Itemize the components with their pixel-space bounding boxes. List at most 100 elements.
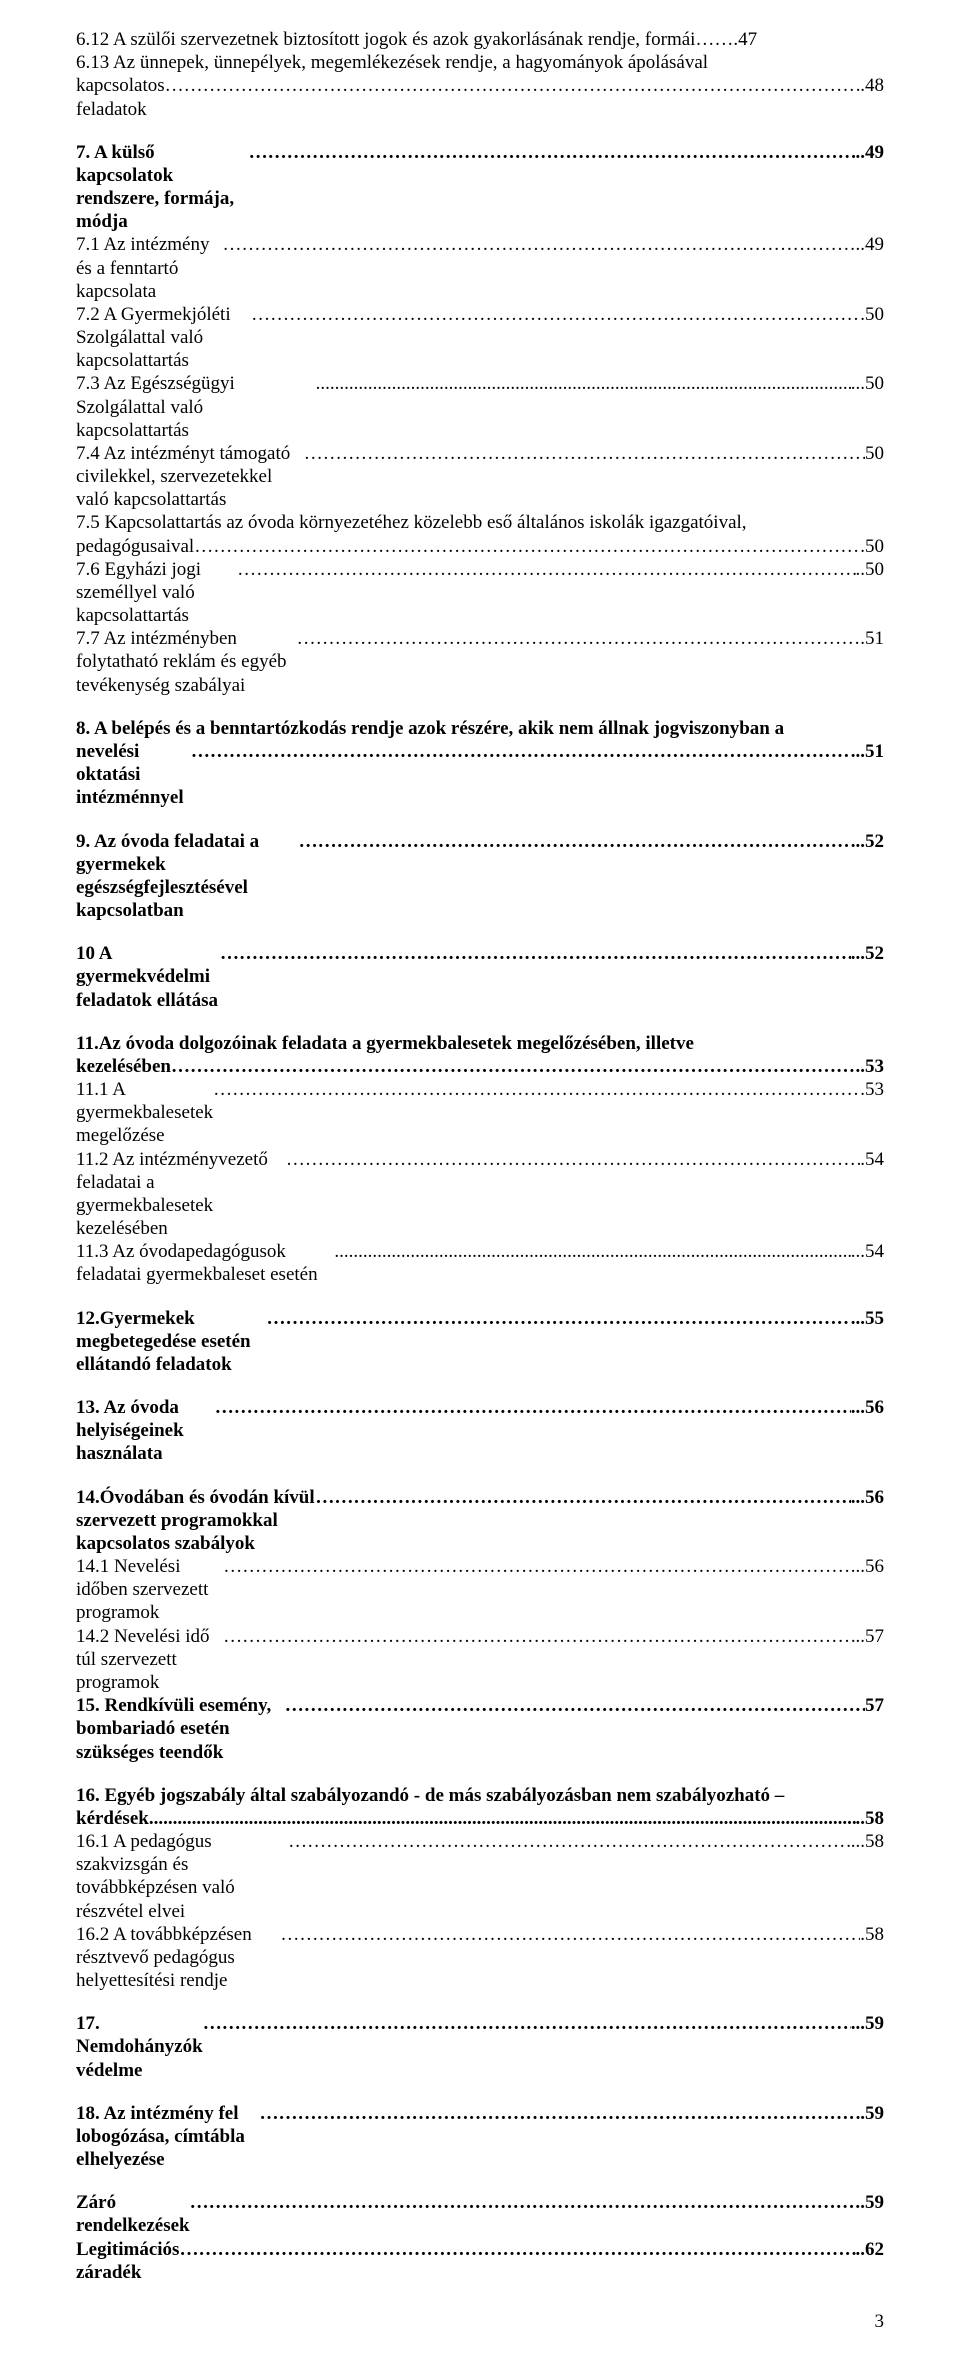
toc-label: 7.3 Az Egészségügyi Szolgálattal való ka… xyxy=(76,372,316,442)
toc-page: ...56 xyxy=(851,1396,884,1419)
toc-entry: 13. Az óvoda helyiségeinek használata...… xyxy=(76,1396,884,1466)
toc-page: ...51 xyxy=(851,740,884,763)
toc-page: 57 xyxy=(865,1694,884,1717)
toc-leader xyxy=(251,303,860,326)
toc-leader xyxy=(149,1807,856,1830)
toc-label: 10 A gyermekvédelmi feladatok ellátása xyxy=(76,942,220,1012)
toc-page: ..58 xyxy=(856,1807,885,1830)
toc-entry: 11.Az óvoda dolgozóinak feladata a gyerm… xyxy=(76,1032,884,1078)
toc-label: Záró rendelkezések xyxy=(76,2191,190,2237)
toc-label: 13. Az óvoda helyiségeinek használata xyxy=(76,1396,215,1466)
toc-label: 7.4 Az intézményt támogató civilekkel, s… xyxy=(76,442,304,512)
toc-leader xyxy=(237,558,855,581)
toc-label: 7.6 Egyházi jogi személlyel való kapcsol… xyxy=(76,558,237,628)
toc-label: 14.2 Nevelési idő túl szervezett program… xyxy=(76,1625,223,1695)
toc-continuation: 6.13 Az ünnepek, ünnepélyek, megemlékezé… xyxy=(76,51,884,74)
toc-label: 11.1 A gyermekbalesetek megelőzése xyxy=(76,1078,213,1148)
toc-page: ..49 xyxy=(856,233,885,256)
toc-leader xyxy=(280,1923,860,1946)
toc-label: 7.1 Az intézmény és a fenntartó kapcsola… xyxy=(76,233,223,303)
toc-page: ...58 xyxy=(851,1830,884,1853)
toc-entry: 7.6 Egyházi jogi személlyel való kapcsol… xyxy=(76,558,884,628)
toc-page: ...52 xyxy=(851,830,884,853)
toc-entry: 16.2 A továbbképzésen résztvevő pedagógu… xyxy=(76,1923,884,1993)
toc-leader xyxy=(215,1396,851,1419)
toc-label: 16.2 A továbbképzésen résztvevő pedagógu… xyxy=(76,1923,280,1993)
toc-page: ..53 xyxy=(856,1055,885,1078)
toc-label: 7. A külső kapcsolatok rendszere, formáj… xyxy=(76,141,249,234)
toc-leader xyxy=(304,442,865,465)
toc-page: ..49 xyxy=(856,141,885,164)
spacer xyxy=(76,697,884,717)
toc-label: 11.2 Az intézményvezető feladatai a gyer… xyxy=(76,1148,286,1241)
toc-page: ...55 xyxy=(851,1307,884,1330)
toc-page: .59 xyxy=(860,2102,884,2125)
toc-leader xyxy=(171,1055,856,1078)
toc-label: 6.13 Az ünnepek, ünnepélyek, megemlékezé… xyxy=(76,51,708,74)
toc-leader xyxy=(299,830,851,853)
toc-label: 6.12 A szülői szervezetnek biztosított j… xyxy=(76,28,884,51)
toc-page: ...52 xyxy=(851,942,884,965)
toc-continuation: kezelésében ..53 xyxy=(76,1055,884,1078)
toc-page: ...50 xyxy=(851,372,884,395)
toc-entry: 7.4 Az intézményt támogató civilekkel, s… xyxy=(76,442,884,512)
toc-entry: 10 A gyermekvédelmi feladatok ellátása..… xyxy=(76,942,884,1012)
toc-label: 7.2 A Gyermekjóléti Szolgálattal való ka… xyxy=(76,303,251,373)
toc-label: 12.Gyermekek megbetegedése esetén elláta… xyxy=(76,1307,267,1377)
toc-entry: 15. Rendkívüli esemény, bombariadó eseté… xyxy=(76,1694,884,1764)
toc-page: 50 xyxy=(865,442,884,465)
spacer xyxy=(76,1466,884,1486)
toc-entry: 11.1 A gyermekbalesetek megelőzése.53 xyxy=(76,1078,884,1148)
spacer xyxy=(76,810,884,830)
toc-leader xyxy=(286,1148,860,1171)
toc-entry: 11.3 Az óvodapedagógusok feladatai gyerm… xyxy=(76,1240,884,1286)
toc-page: .59 xyxy=(860,2191,884,2214)
toc-entry: 14.1 Nevelési időben szervezett programo… xyxy=(76,1555,884,1625)
toc-entry: 7.7 Az intézményben folytatható reklám é… xyxy=(76,627,884,697)
toc-page: .51 xyxy=(860,627,884,650)
toc-entry: 17. Nemdohányzók védelme...59 xyxy=(76,2012,884,2082)
spacer xyxy=(76,1287,884,1307)
toc-entry: 14.Óvodában és óvodán kívül szervezett p… xyxy=(76,1486,884,1556)
toc-page: .50 xyxy=(860,535,884,558)
toc-page: .50 xyxy=(860,303,884,326)
toc-leader xyxy=(260,2102,861,2125)
page-number: 3 xyxy=(76,2310,884,2333)
toc-label: 7.7 Az intézményben folytatható reklám é… xyxy=(76,627,297,697)
toc-label: 8. A belépés és a benntartózkodás rendje… xyxy=(76,717,884,740)
toc-leader xyxy=(165,74,861,97)
spacer xyxy=(76,1012,884,1032)
toc-page: .48 xyxy=(860,74,884,97)
toc-leader xyxy=(288,1830,851,1853)
spacer xyxy=(76,1376,884,1396)
toc-leader xyxy=(213,1078,860,1101)
toc-entry: 16. Egyéb jogszabály által szabályozandó… xyxy=(76,1784,884,1830)
toc-label: kezelésében xyxy=(76,1055,171,1078)
toc-leader xyxy=(203,2012,851,2035)
toc-label: 9. Az óvoda feladatai a gyermekek egészs… xyxy=(76,830,299,923)
toc-continuation: kérdések ..58 xyxy=(76,1807,884,1830)
toc-entry: 6.12 A szülői szervezetnek biztosított j… xyxy=(76,28,884,74)
toc-entry: 7.1 Az intézmény és a fenntartó kapcsola… xyxy=(76,233,884,303)
toc-entry: 7. A külső kapcsolatok rendszere, formáj… xyxy=(76,141,884,234)
table-of-contents: 6.12 A szülői szervezetnek biztosított j… xyxy=(76,28,884,2284)
spacer xyxy=(76,1764,884,1784)
toc-page: .54 xyxy=(860,1148,884,1171)
spacer xyxy=(76,922,884,942)
toc-entry: 11.2 Az intézményvezető feladatai a gyer… xyxy=(76,1148,884,1241)
toc-leader xyxy=(220,942,851,965)
toc-leader xyxy=(267,1307,851,1330)
toc-leader xyxy=(334,1240,850,1263)
toc-leader xyxy=(223,1625,855,1648)
toc-label: 17. Nemdohányzók védelme xyxy=(76,2012,203,2082)
toc-entry: 7.3 Az Egészségügyi Szolgálattal való ka… xyxy=(76,372,884,442)
toc-entry: Záró rendelkezések .59 xyxy=(76,2191,884,2237)
toc-entry: Legitimációs záradék..62 xyxy=(76,2238,884,2284)
toc-entry: 14.2 Nevelési idő túl szervezett program… xyxy=(76,1625,884,1695)
toc-label: 7.5 Kapcsolattartás az óvoda környezetéh… xyxy=(76,511,884,534)
toc-label: kérdések xyxy=(76,1807,149,1830)
toc-leader xyxy=(194,535,860,558)
toc-label: kapcsolatos feladatok xyxy=(76,74,165,120)
toc-label: 16.1 A pedagógus szakvizsgán és továbbké… xyxy=(76,1830,288,1923)
toc-page: ..57 xyxy=(856,1625,885,1648)
